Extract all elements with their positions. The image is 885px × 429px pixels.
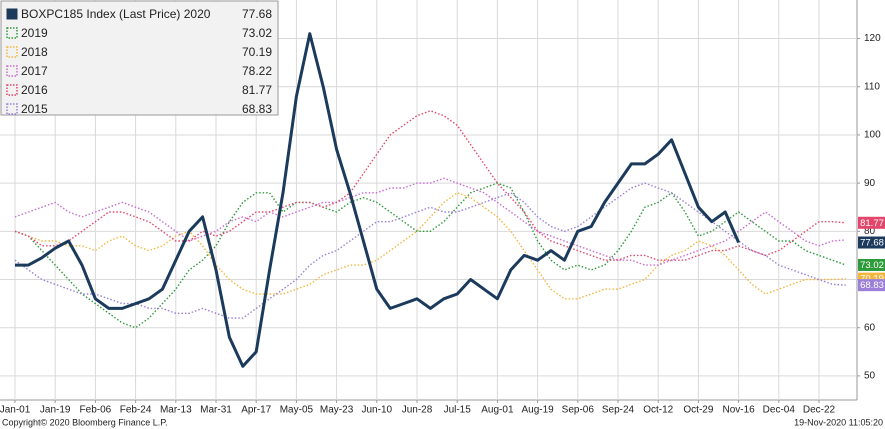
legend-swatch (6, 8, 18, 20)
legend-label: 2017 (21, 64, 48, 78)
legend-box (0, 0, 279, 116)
legend-value: 70.19 (242, 45, 272, 59)
legend-label: BOXPC185 Index (Last Price) 2020 (21, 7, 211, 21)
legend-label: 2019 (21, 26, 48, 40)
legend-value: 81.77 (242, 83, 272, 97)
x-tick-label: Dec-04 (763, 405, 796, 416)
legend-label: 2015 (21, 102, 48, 116)
x-tick-label: Mar-31 (200, 405, 232, 416)
end-label: 68.83 (860, 280, 884, 291)
x-tick-label: Oct-12 (643, 405, 673, 416)
x-tick-label: Sep-24 (602, 405, 635, 416)
series-line (14, 182, 847, 329)
end-label: 81.77 (860, 218, 884, 229)
x-tick-label: Nov-16 (722, 405, 755, 416)
x-tick-label: May-05 (280, 405, 314, 416)
y-tick-label: 80 (864, 226, 876, 237)
legend-swatch (6, 27, 18, 39)
x-tick-label: Dec-22 (803, 405, 836, 416)
x-tick-label: Aug-01 (481, 405, 514, 416)
y-tick-label: 120 (864, 33, 881, 44)
footer-right: 19-Nov-2020 11:05:20 (794, 417, 883, 427)
x-tick-label: Jun-10 (362, 405, 393, 416)
x-tick-label: Apr-17 (241, 405, 271, 416)
y-tick-label: 50 (864, 371, 876, 382)
x-tick-label: Aug-19 (521, 405, 554, 416)
legend-value: 73.02 (242, 26, 272, 40)
legend-value: 68.83 (242, 102, 272, 116)
legend: BOXPC185 Index (Last Price) 2020 77.68 201… (0, 0, 279, 116)
legend-value: 78.22 (242, 64, 272, 78)
series-line (14, 177, 846, 266)
y-tick-label: 90 (864, 178, 876, 189)
legend-label: 2018 (21, 45, 48, 59)
y-tick-label: 100 (864, 130, 881, 141)
end-label: 70.19 (860, 274, 884, 285)
legend-swatch (6, 84, 18, 96)
x-tick-label: Jun-28 (402, 405, 433, 416)
x-tick-label: May-23 (320, 405, 354, 416)
legend-swatch (6, 65, 18, 77)
footer-left: Copyright© 2020 Bloomberg Finance L.P. (2, 417, 168, 427)
x-tick-label: Jan-19 (40, 405, 71, 416)
end-badge (858, 258, 885, 271)
x-tick-label: Sep-06 (562, 405, 595, 416)
y-tick-label: 110 (864, 81, 880, 92)
x-tick-label: Feb-06 (80, 405, 112, 416)
series-line (15, 32, 740, 368)
series-line (14, 110, 846, 261)
end-badge (858, 236, 885, 249)
series-line (14, 192, 846, 300)
end-label: 73.02 (860, 260, 884, 271)
end-badge (858, 216, 885, 229)
x-tick-label: Jul-15 (444, 405, 472, 416)
legend-label: 2016 (21, 83, 48, 97)
x-tick-label: Mar-13 (160, 405, 192, 416)
y-tick-label: 60 (864, 322, 876, 333)
x-tick-label: Jan-01 (0, 405, 31, 416)
x-tick-label: Oct-29 (683, 405, 713, 416)
legend-value: 77.68 (242, 7, 272, 21)
series-line (14, 182, 846, 319)
end-badge (858, 279, 885, 292)
legend-swatch (6, 46, 18, 58)
legend-swatch (6, 103, 18, 115)
end-label: 77.68 (860, 238, 884, 249)
x-tick-label: Feb-24 (120, 405, 152, 416)
